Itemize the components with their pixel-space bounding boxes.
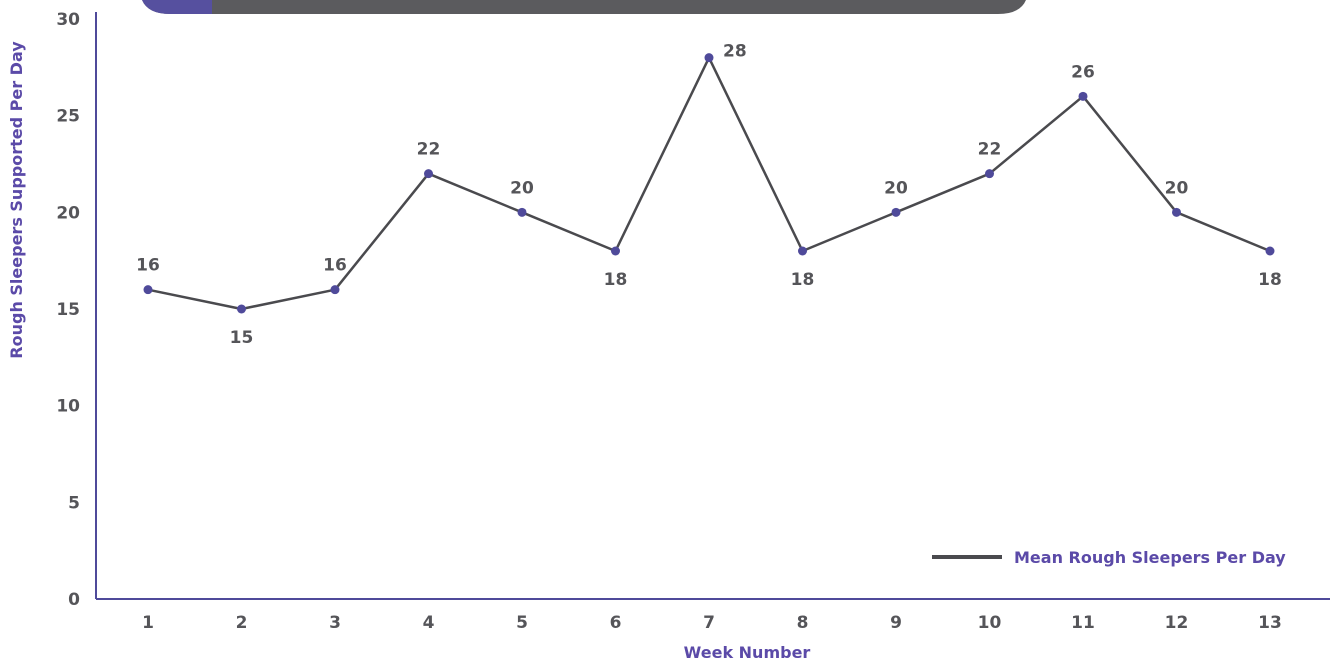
x-tick-label: 13 <box>1258 613 1282 633</box>
x-tick-label: 4 <box>423 613 435 633</box>
data-point <box>1265 246 1275 256</box>
data-point <box>611 246 620 256</box>
x-tick-label: 12 <box>1165 613 1189 633</box>
series-line <box>147 56 1271 311</box>
data-label: 15 <box>230 328 254 348</box>
axes <box>95 12 1330 600</box>
x-tick-label: 7 <box>703 613 715 633</box>
data-point <box>517 207 527 217</box>
data-label: 20 <box>884 178 908 198</box>
x-tick-label: 1 <box>142 613 154 633</box>
data-label: 18 <box>604 270 628 290</box>
y-tick-label: 10 <box>56 397 80 417</box>
data-label: 22 <box>978 140 1002 160</box>
data-point <box>1172 207 1181 217</box>
data-point <box>1078 91 1088 101</box>
x-tick-label: 2 <box>236 613 248 633</box>
banner-bar <box>142 0 1026 14</box>
x-tick-label: 11 <box>1071 613 1095 633</box>
x-tick-label: 8 <box>797 613 809 633</box>
legend: Mean Rough Sleepers Per Day <box>932 548 1286 567</box>
series <box>143 53 1275 314</box>
y-tick-label: 0 <box>68 590 80 610</box>
banner-accent <box>142 0 212 14</box>
data-label: 18 <box>1258 270 1282 290</box>
data-label: 18 <box>791 270 815 290</box>
y-tick-label: 15 <box>56 300 80 320</box>
data-point <box>424 169 433 179</box>
data-point <box>237 304 246 314</box>
y-tick-label: 25 <box>56 107 80 127</box>
data-label: 22 <box>417 140 441 160</box>
y-tick-label: 5 <box>68 493 80 513</box>
data-point <box>143 285 153 295</box>
y-axis-title: Rough Sleepers Supported Per Day <box>7 41 26 359</box>
data-label: 26 <box>1071 62 1095 82</box>
data-point <box>891 207 901 217</box>
x-tick-label: 10 <box>978 613 1002 633</box>
x-tick-label: 6 <box>610 613 622 633</box>
data-label: 16 <box>323 256 347 276</box>
x-tick-label: 9 <box>890 613 902 633</box>
y-tick-label: 20 <box>56 203 80 223</box>
data-label: 20 <box>510 178 534 198</box>
x-tick-label: 5 <box>516 613 528 633</box>
data-point <box>330 285 340 295</box>
x-axis-title: Week Number <box>684 643 811 662</box>
data-labels: 16 15 16 22 20 18 28 18 20 22 26 20 18 <box>136 42 1282 348</box>
data-point <box>985 169 994 179</box>
data-point <box>798 246 807 256</box>
data-label: 28 <box>723 42 747 62</box>
y-tick-label: 30 <box>56 10 80 30</box>
x-tick-label: 3 <box>329 613 341 633</box>
header-banner <box>142 0 1026 14</box>
data-point <box>704 53 714 63</box>
data-label: 20 <box>1165 178 1189 198</box>
data-label: 16 <box>136 256 160 276</box>
legend-label: Mean Rough Sleepers Per Day <box>1014 548 1286 567</box>
